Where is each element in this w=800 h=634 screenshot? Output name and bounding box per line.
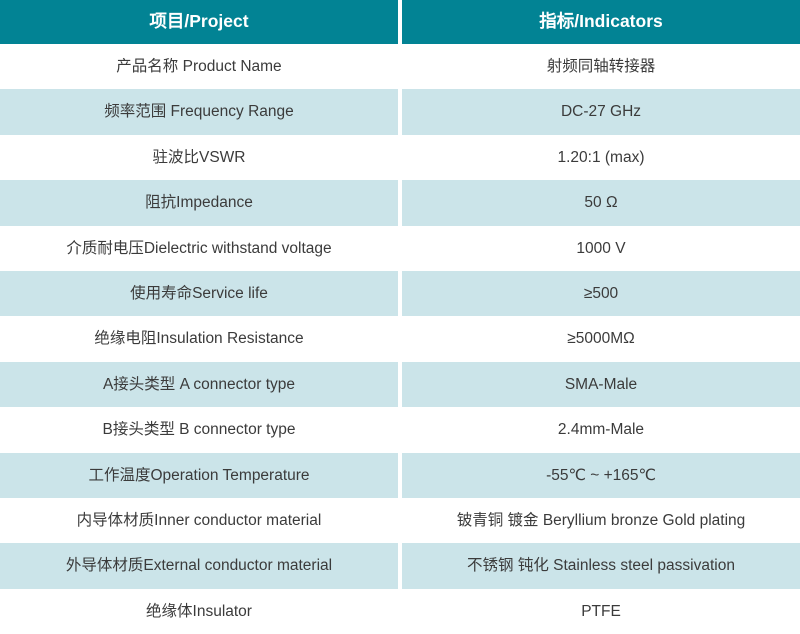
project-cell: 绝缘电阻Insulation Resistance	[94, 330, 304, 348]
project-cell: 产品名称 Product Name	[116, 58, 282, 75]
indicator-cell: 1.20:1 (max)	[557, 148, 645, 166]
column-divider	[398, 407, 402, 453]
column-divider	[398, 225, 402, 271]
column-divider	[398, 89, 402, 135]
indicator-cell: ≥500	[583, 284, 619, 302]
table-body: 产品名称 Product Name 射频同轴转接器 频率范围 Frequency…	[0, 44, 800, 634]
table-row: 绝缘电阻Insulation Resistance ≥5000MΩ	[0, 316, 800, 362]
project-cell: 外导体材质External conductor material	[65, 557, 333, 575]
indicator-cell: SMA-Male	[564, 375, 638, 393]
table-row: 频率范围 Frequency Range DC-27 GHz	[0, 89, 800, 135]
column-divider	[398, 452, 402, 498]
column-divider	[398, 588, 402, 634]
column-divider	[398, 44, 402, 90]
column-divider	[398, 543, 402, 589]
indicator-cell: 不锈钢 钝化 Stainless steel passivation	[467, 557, 735, 575]
table-row: 驻波比VSWR 1.20:1 (max)	[0, 134, 800, 181]
table-row: 外导体材质External conductor material 不锈钢 钝化 …	[0, 543, 800, 589]
column-divider	[398, 270, 402, 317]
header-cell-indicators: 指标/Indicators	[539, 11, 663, 32]
indicator-cell: ≥5000MΩ	[567, 330, 635, 348]
table-row: 产品名称 Product Name 射频同轴转接器	[0, 44, 800, 90]
table-row: 绝缘体Insulator PTFE	[0, 588, 800, 634]
column-divider	[398, 180, 402, 226]
project-cell: 频率范围 Frequency Range	[104, 103, 294, 121]
indicator-cell: -55℃ ~ +165℃	[546, 466, 656, 484]
project-cell: 绝缘体Insulator	[146, 602, 252, 620]
table-row: 内导体材质Inner conductor material 铍青铜 镀金 Ber…	[0, 497, 800, 544]
indicator-cell: 2.4mm-Male	[557, 421, 645, 439]
project-cell: 工作温度Operation Temperature	[88, 466, 310, 484]
indicator-cell: 1000 V	[576, 239, 626, 257]
column-divider	[398, 0, 402, 44]
project-cell: 介质耐电压Dielectric withstand voltage	[66, 239, 332, 257]
indicator-cell: 铍青铜 镀金 Beryllium bronze Gold plating	[456, 511, 746, 529]
indicator-cell: 射频同轴转接器	[546, 58, 656, 75]
project-cell: 驻波比VSWR	[152, 148, 246, 166]
project-cell: 阻抗Impedance	[145, 194, 253, 212]
table-header: 项目/Project 指标/Indicators	[0, 0, 800, 44]
table-row: 工作温度Operation Temperature -55℃ ~ +165℃	[0, 452, 800, 498]
column-divider	[398, 361, 402, 408]
table-row: 使用寿命Service life ≥500	[0, 270, 800, 317]
table-row: 阻抗Impedance 50 Ω	[0, 180, 800, 226]
column-divider	[398, 316, 402, 362]
indicator-cell: PTFE	[581, 602, 621, 620]
header-cell-project: 项目/Project	[149, 11, 249, 32]
column-divider	[398, 134, 402, 181]
table-row: A接头类型 A connector type SMA-Male	[0, 361, 800, 408]
table-row: B接头类型 B connector type 2.4mm-Male	[0, 407, 800, 453]
project-cell: 使用寿命Service life	[130, 284, 268, 302]
indicator-cell: 50 Ω	[584, 194, 618, 212]
project-cell: 内导体材质Inner conductor material	[76, 511, 322, 529]
project-cell: A接头类型 A connector type	[102, 375, 296, 393]
indicator-cell: DC-27 GHz	[560, 103, 642, 121]
column-divider	[398, 497, 402, 544]
project-cell: B接头类型 B connector type	[102, 421, 296, 439]
table-row: 介质耐电压Dielectric withstand voltage 1000 V	[0, 225, 800, 271]
